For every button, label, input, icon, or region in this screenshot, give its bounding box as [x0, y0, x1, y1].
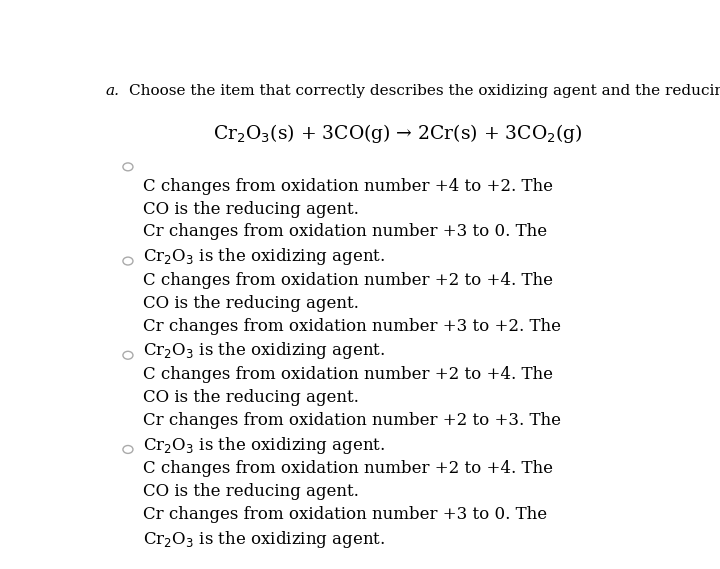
- Text: Cr changes from oxidation number +2 to +3. The: Cr changes from oxidation number +2 to +…: [143, 412, 561, 429]
- Text: a.: a.: [106, 84, 120, 98]
- Text: C changes from oxidation number +2 to +4. The: C changes from oxidation number +2 to +4…: [143, 460, 553, 477]
- Text: Cr changes from oxidation number +3 to +2. The: Cr changes from oxidation number +3 to +…: [143, 318, 561, 335]
- Text: CO is the reducing agent.: CO is the reducing agent.: [143, 483, 359, 500]
- Text: C changes from oxidation number +4 to +2. The: C changes from oxidation number +4 to +2…: [143, 178, 553, 195]
- Text: Cr$_2$O$_3$(s) + 3CO(g) → 2Cr(s) + 3CO$_2$(g): Cr$_2$O$_3$(s) + 3CO(g) → 2Cr(s) + 3CO$_…: [213, 122, 582, 145]
- Text: Cr$_2$O$_3$ is the oxidizing agent.: Cr$_2$O$_3$ is the oxidizing agent.: [143, 435, 385, 456]
- Text: C changes from oxidation number +2 to +4. The: C changes from oxidation number +2 to +4…: [143, 272, 553, 289]
- Text: CO is the reducing agent.: CO is the reducing agent.: [143, 201, 359, 217]
- Text: CO is the reducing agent.: CO is the reducing agent.: [143, 389, 359, 406]
- Text: CO is the reducing agent.: CO is the reducing agent.: [143, 295, 359, 312]
- Text: C changes from oxidation number +2 to +4. The: C changes from oxidation number +2 to +4…: [143, 366, 553, 383]
- Text: Cr changes from oxidation number +3 to 0. The: Cr changes from oxidation number +3 to 0…: [143, 224, 547, 240]
- Text: Cr$_2$O$_3$ is the oxidizing agent.: Cr$_2$O$_3$ is the oxidizing agent.: [143, 246, 385, 267]
- Text: Cr$_2$O$_3$ is the oxidizing agent.: Cr$_2$O$_3$ is the oxidizing agent.: [143, 529, 385, 550]
- Text: Choose the item that correctly describes the oxidizing agent and the reducing ag: Choose the item that correctly describes…: [129, 84, 720, 98]
- Text: Cr$_2$O$_3$ is the oxidizing agent.: Cr$_2$O$_3$ is the oxidizing agent.: [143, 340, 385, 361]
- Text: Cr changes from oxidation number +3 to 0. The: Cr changes from oxidation number +3 to 0…: [143, 506, 547, 523]
